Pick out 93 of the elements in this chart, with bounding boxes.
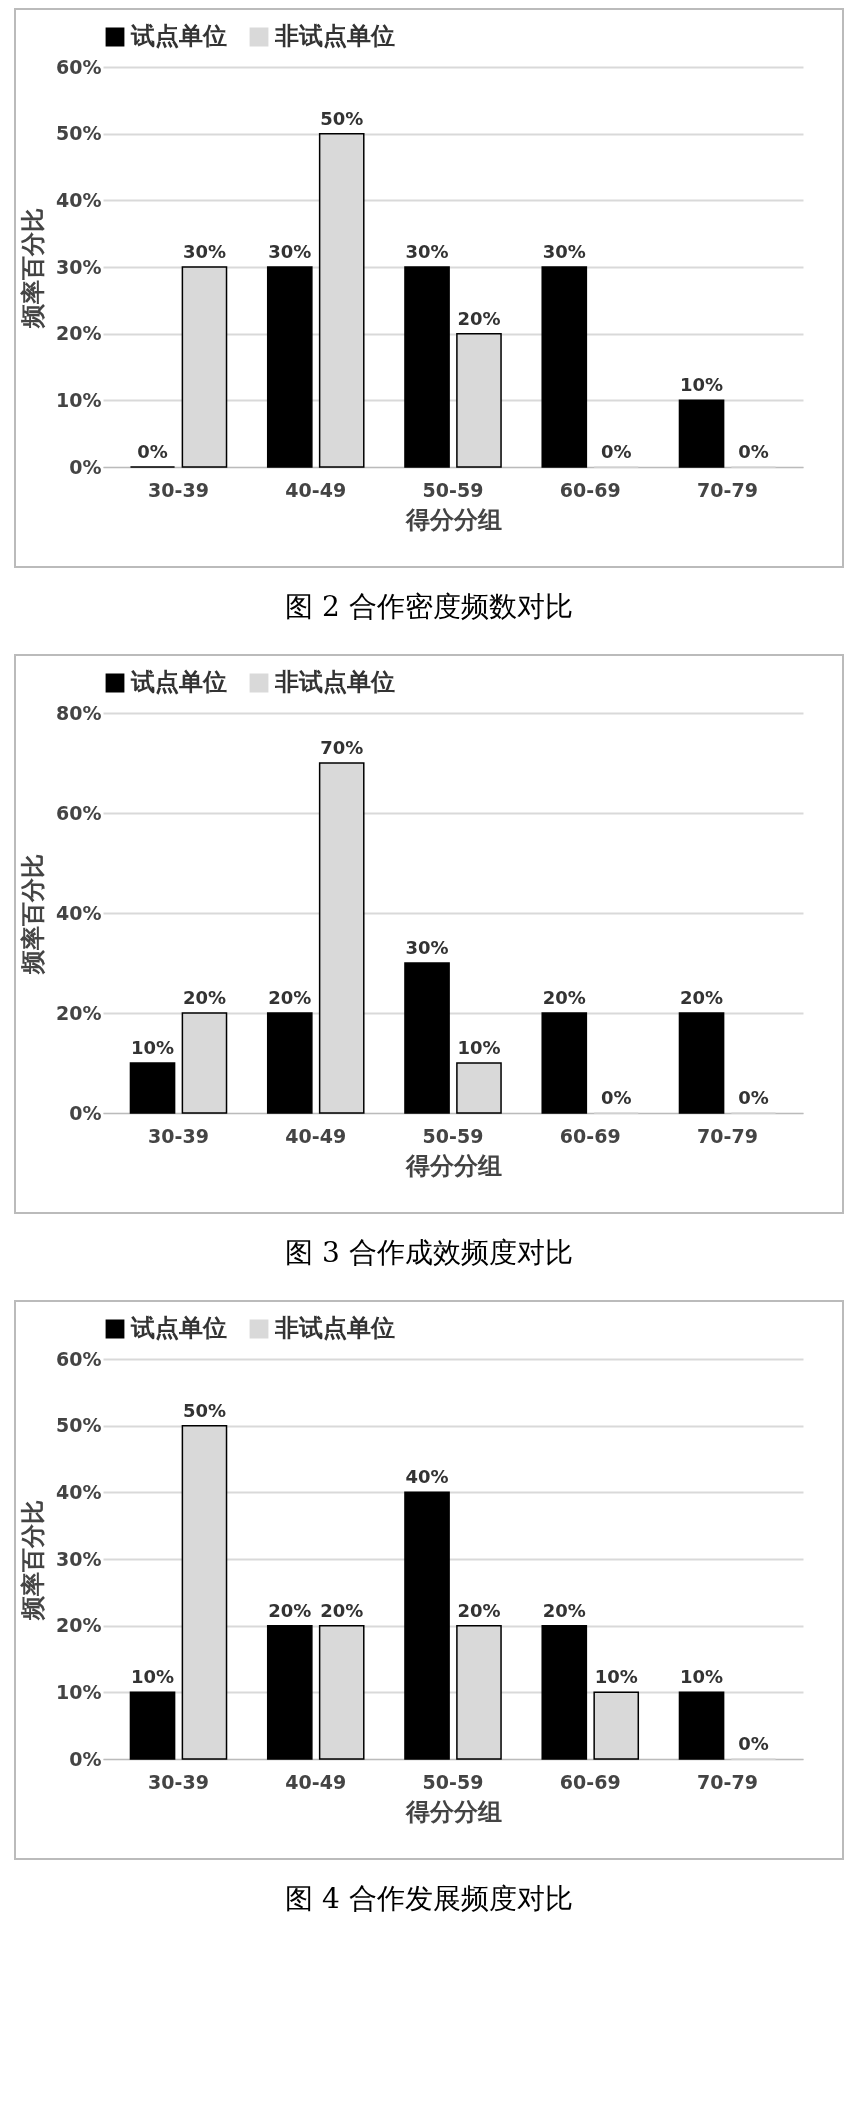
bar xyxy=(678,1691,725,1760)
data-label: 20% xyxy=(542,1599,586,1621)
data-label: 30% xyxy=(268,241,312,262)
y-tick-label: 20% xyxy=(56,1001,102,1024)
y-tick-label: 80% xyxy=(56,701,102,724)
data-label: 70% xyxy=(320,737,364,758)
data-label: 50% xyxy=(182,1399,226,1421)
x-axis-title: 得分分组 xyxy=(404,1797,502,1826)
x-tick-label: 50-59 xyxy=(422,1124,484,1147)
x-tick-label: 60-69 xyxy=(559,478,621,501)
data-label: 30% xyxy=(405,937,449,958)
x-tick-label: 50-59 xyxy=(422,478,484,501)
y-tick-label: 60% xyxy=(56,55,102,78)
bar xyxy=(541,266,588,468)
bar xyxy=(678,1012,725,1114)
y-tick-label: 40% xyxy=(56,901,102,924)
y-tick-label: 50% xyxy=(56,122,102,145)
bar xyxy=(129,1062,176,1114)
data-label: 0% xyxy=(738,441,769,462)
bar xyxy=(404,1491,450,1760)
data-label: 20% xyxy=(542,987,586,1008)
y-tick-label: 30% xyxy=(56,1547,102,1570)
data-label: 20% xyxy=(457,1599,501,1621)
bar xyxy=(266,1624,313,1760)
caption: 图 3 合作成效频度对比 xyxy=(284,1235,574,1271)
data-label: 0% xyxy=(738,1087,769,1108)
data-label: 0% xyxy=(600,441,632,462)
data-label: 20% xyxy=(268,987,312,1008)
y-tick-label: 20% xyxy=(56,1614,102,1637)
y-tick-label: 30% xyxy=(56,255,102,278)
legend-label: 试点单位 xyxy=(130,22,227,50)
data-label: 0% xyxy=(137,441,168,462)
y-axis-title: 频率百分比 xyxy=(19,1499,48,1621)
legend-label: 非试点单位 xyxy=(274,22,395,50)
y-tick-label: 20% xyxy=(56,322,102,345)
data-label: 10% xyxy=(680,1666,724,1688)
data-label: 20% xyxy=(182,987,226,1008)
x-tick-label: 60-69 xyxy=(559,1124,621,1147)
data-label: 10% xyxy=(130,1666,175,1688)
data-label: 10% xyxy=(130,1037,175,1058)
y-tick-label: 60% xyxy=(56,1347,102,1370)
data-label: 10% xyxy=(594,1666,638,1688)
x-tick-label: 70-79 xyxy=(697,478,758,501)
data-label: 10% xyxy=(680,374,724,396)
y-tick-label: 10% xyxy=(56,1680,102,1703)
y-tick-label: 40% xyxy=(56,188,102,211)
y-tick-label: 40% xyxy=(56,1480,102,1503)
legend-label: 试点单位 xyxy=(130,1314,227,1342)
data-label: 20% xyxy=(680,987,724,1008)
caption: 图 4 合作发展频度对比 xyxy=(284,1881,574,1917)
legend-label: 试点单位 xyxy=(130,668,227,696)
data-label: 0% xyxy=(738,1733,769,1754)
x-tick-label: 30-39 xyxy=(148,1770,209,1793)
data-label: 30% xyxy=(542,241,586,262)
data-label: 0% xyxy=(600,1087,632,1108)
x-axis-title: 得分分组 xyxy=(404,1151,502,1180)
y-tick-label: 0% xyxy=(69,1747,102,1770)
x-tick-label: 60-69 xyxy=(559,1770,621,1793)
x-tick-label: 40-49 xyxy=(285,1770,347,1793)
y-tick-label: 60% xyxy=(56,801,102,824)
x-tick-label: 40-49 xyxy=(285,1124,347,1147)
legend-label: 非试点单位 xyxy=(274,1314,395,1342)
data-label: 30% xyxy=(405,241,449,262)
y-tick-label: 0% xyxy=(69,455,102,478)
x-tick-label: 50-59 xyxy=(422,1770,484,1793)
bar xyxy=(678,399,725,468)
bar xyxy=(266,266,313,468)
y-tick-label: 50% xyxy=(56,1414,102,1437)
x-tick-label: 30-39 xyxy=(148,1124,209,1147)
y-axis-title: 频率百分比 xyxy=(19,853,48,975)
y-axis-title: 频率百分比 xyxy=(19,207,48,329)
x-tick-label: 40-49 xyxy=(285,478,347,501)
caption: 图 2 合作密度频数对比 xyxy=(284,589,574,625)
data-label: 20% xyxy=(320,1599,364,1621)
data-label: 40% xyxy=(405,1466,449,1488)
bar xyxy=(541,1624,588,1760)
bar xyxy=(404,266,450,468)
bar xyxy=(404,962,450,1114)
x-axis-title: 得分分组 xyxy=(404,505,502,534)
legend-label: 非试点单位 xyxy=(274,668,395,696)
y-tick-label: 0% xyxy=(69,1101,102,1124)
data-label: 30% xyxy=(182,241,226,262)
data-label: 20% xyxy=(268,1599,312,1621)
bar xyxy=(541,1012,588,1114)
x-tick-label: 70-79 xyxy=(697,1770,758,1793)
data-label: 50% xyxy=(320,107,364,129)
bar xyxy=(129,1691,176,1760)
x-tick-label: 30-39 xyxy=(148,478,209,501)
data-label: 10% xyxy=(457,1037,501,1058)
x-tick-label: 70-79 xyxy=(697,1124,758,1147)
y-tick-label: 10% xyxy=(56,388,102,411)
bar xyxy=(266,1012,313,1114)
data-label: 20% xyxy=(457,307,501,329)
